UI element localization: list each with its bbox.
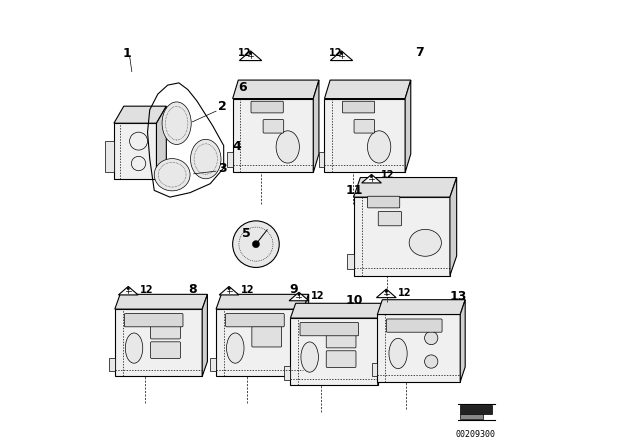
Polygon shape <box>233 80 319 99</box>
Polygon shape <box>291 318 378 385</box>
Polygon shape <box>376 289 396 297</box>
Ellipse shape <box>125 333 143 363</box>
Circle shape <box>127 287 129 290</box>
Polygon shape <box>291 303 383 318</box>
Text: 6: 6 <box>239 81 247 94</box>
Circle shape <box>298 293 300 296</box>
Polygon shape <box>239 51 262 60</box>
Polygon shape <box>105 141 114 172</box>
Circle shape <box>424 355 438 368</box>
Text: 12: 12 <box>311 291 324 301</box>
Text: 9: 9 <box>289 284 298 297</box>
Text: 4: 4 <box>233 140 241 153</box>
Polygon shape <box>378 314 460 382</box>
Text: 10: 10 <box>346 294 363 307</box>
Ellipse shape <box>367 131 391 163</box>
Polygon shape <box>109 358 115 371</box>
Polygon shape <box>289 292 309 301</box>
Polygon shape <box>324 99 405 172</box>
Polygon shape <box>210 358 216 371</box>
FancyBboxPatch shape <box>252 326 282 347</box>
Text: 12: 12 <box>328 48 342 58</box>
Polygon shape <box>115 294 207 309</box>
Circle shape <box>424 332 438 345</box>
Circle shape <box>370 175 373 178</box>
Circle shape <box>340 52 343 55</box>
Text: 11: 11 <box>346 184 363 197</box>
Polygon shape <box>216 309 303 376</box>
Polygon shape <box>115 309 202 376</box>
Polygon shape <box>233 99 314 172</box>
Circle shape <box>249 52 252 55</box>
Polygon shape <box>219 286 239 295</box>
Polygon shape <box>460 414 483 419</box>
Text: 12: 12 <box>398 288 412 297</box>
Polygon shape <box>319 152 324 167</box>
Polygon shape <box>460 300 465 382</box>
Text: 1: 1 <box>123 47 132 60</box>
Polygon shape <box>347 254 353 269</box>
Text: 3: 3 <box>218 163 227 176</box>
Polygon shape <box>114 123 157 179</box>
Polygon shape <box>202 294 207 376</box>
Ellipse shape <box>227 333 244 363</box>
Polygon shape <box>362 174 381 183</box>
Circle shape <box>385 290 388 293</box>
Text: 12: 12 <box>241 285 255 295</box>
FancyBboxPatch shape <box>354 120 374 133</box>
Text: 12: 12 <box>237 48 251 58</box>
FancyBboxPatch shape <box>387 319 442 332</box>
Polygon shape <box>405 80 411 172</box>
FancyBboxPatch shape <box>326 351 356 367</box>
Polygon shape <box>314 80 319 172</box>
Ellipse shape <box>389 338 407 369</box>
FancyBboxPatch shape <box>300 323 358 336</box>
Polygon shape <box>216 294 308 309</box>
Text: 12: 12 <box>381 170 395 180</box>
Polygon shape <box>353 197 450 276</box>
Ellipse shape <box>409 229 442 256</box>
Polygon shape <box>378 300 465 314</box>
Polygon shape <box>353 177 457 197</box>
FancyBboxPatch shape <box>150 342 180 358</box>
Polygon shape <box>378 303 383 385</box>
Polygon shape <box>157 106 166 179</box>
Polygon shape <box>450 177 457 276</box>
Polygon shape <box>303 294 308 376</box>
Text: 12: 12 <box>140 285 154 295</box>
Text: 2: 2 <box>218 100 227 113</box>
FancyBboxPatch shape <box>124 314 183 327</box>
Ellipse shape <box>162 102 191 144</box>
Text: 8: 8 <box>188 284 196 297</box>
Text: 7: 7 <box>415 46 424 59</box>
FancyBboxPatch shape <box>251 101 284 113</box>
Polygon shape <box>330 51 353 60</box>
Circle shape <box>228 287 230 290</box>
FancyBboxPatch shape <box>226 314 284 327</box>
Text: 13: 13 <box>450 290 467 303</box>
Ellipse shape <box>276 131 300 163</box>
FancyBboxPatch shape <box>378 211 401 226</box>
FancyBboxPatch shape <box>263 120 284 133</box>
Circle shape <box>233 221 279 267</box>
Circle shape <box>252 241 260 248</box>
Polygon shape <box>227 152 233 167</box>
FancyBboxPatch shape <box>326 332 356 348</box>
Ellipse shape <box>301 342 318 372</box>
Polygon shape <box>284 366 291 380</box>
Ellipse shape <box>191 139 221 179</box>
FancyBboxPatch shape <box>342 101 374 113</box>
Polygon shape <box>118 286 138 295</box>
Polygon shape <box>324 80 411 99</box>
Polygon shape <box>460 405 492 414</box>
FancyBboxPatch shape <box>367 196 400 208</box>
Ellipse shape <box>154 159 190 191</box>
Polygon shape <box>114 106 166 123</box>
Text: 00209300: 00209300 <box>456 430 496 439</box>
Text: 5: 5 <box>242 228 250 241</box>
FancyBboxPatch shape <box>150 323 180 339</box>
Polygon shape <box>372 363 378 376</box>
